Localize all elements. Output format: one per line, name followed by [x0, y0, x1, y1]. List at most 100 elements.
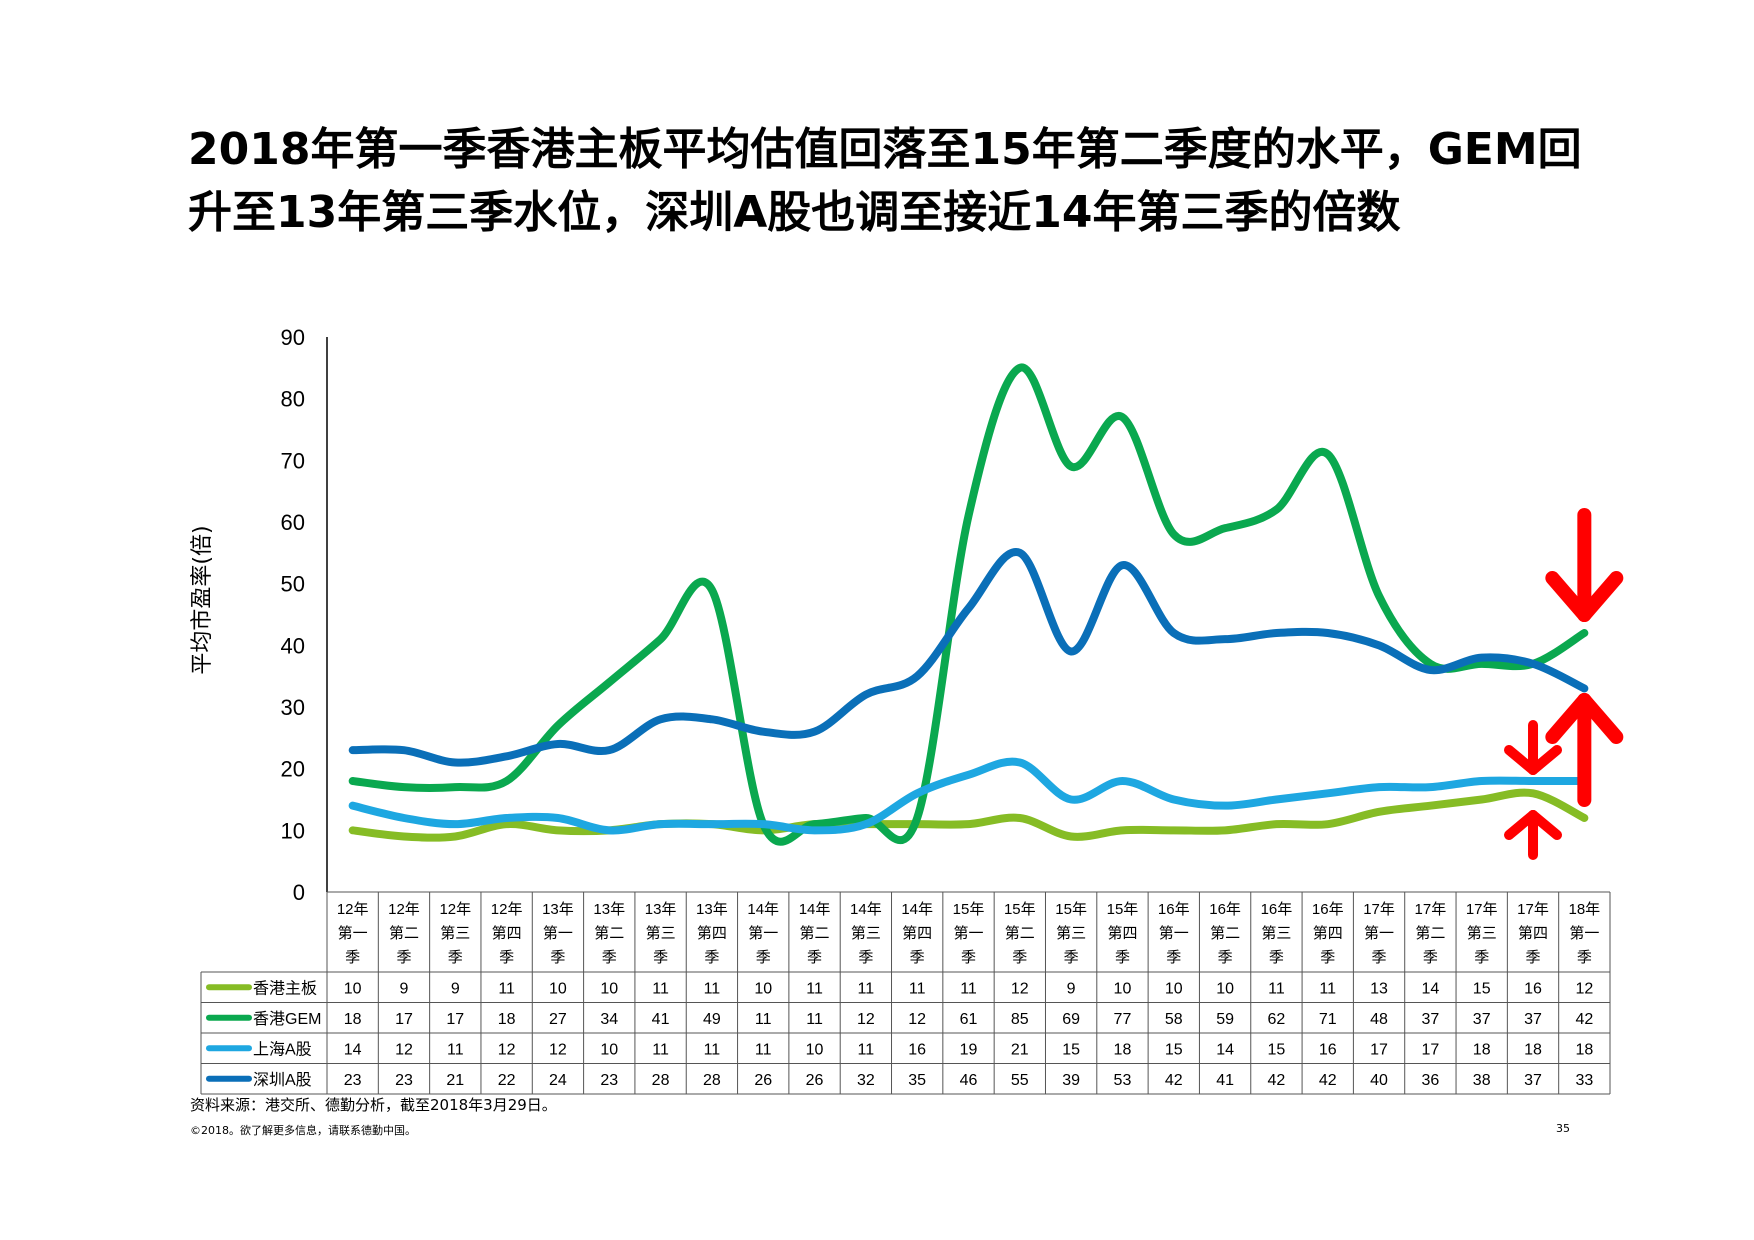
table-cell: 12 — [857, 1011, 875, 1028]
x-tick-label: 季 — [1166, 949, 1181, 966]
x-tick-label: 第四 — [492, 924, 522, 942]
legend-label: 香港主板 — [253, 979, 317, 997]
up-arrow-head-right — [1577, 693, 1624, 744]
x-tick-label: 16年 — [1209, 901, 1241, 918]
x-tick-label: 16年 — [1261, 901, 1293, 918]
table-cell: 14 — [1216, 1041, 1234, 1058]
table-cell: 62 — [1268, 1011, 1286, 1028]
table-cell: 38 — [1473, 1072, 1491, 1089]
table-cell: 11 — [858, 980, 875, 997]
down-arrow-head-right — [1577, 571, 1624, 622]
x-tick-label: 第一 — [1364, 924, 1394, 942]
table-cell: 22 — [498, 1072, 516, 1089]
table-cell: 18 — [1114, 1041, 1132, 1058]
x-tick-label: 15年 — [1004, 901, 1036, 918]
x-tick-label: 15年 — [1055, 901, 1087, 918]
x-tick-label: 季 — [448, 949, 463, 966]
x-tick-label: 第三 — [1467, 924, 1497, 942]
y-tick-label: 70 — [281, 448, 305, 473]
page-number: 35 — [1556, 1122, 1570, 1135]
x-tick-label: 季 — [602, 949, 617, 966]
table-cell: 17 — [395, 1011, 413, 1028]
table-cell: 27 — [549, 1011, 567, 1028]
y-axis: 0 10 20 30 40 50 60 70 80 90 — [281, 325, 328, 905]
table-cell: 11 — [806, 1011, 823, 1028]
x-tick-label: 第四 — [902, 924, 932, 942]
table-cell: 42 — [1319, 1072, 1337, 1089]
x-tick-label: 12年 — [439, 901, 471, 918]
table-cell: 85 — [1011, 1011, 1029, 1028]
x-tick-label: 季 — [961, 949, 976, 966]
small-up-arrow-head-left — [1504, 810, 1539, 840]
x-tick-label: 第三 — [440, 924, 470, 942]
table-cell: 18 — [1473, 1041, 1491, 1058]
table-cell: 69 — [1062, 1011, 1080, 1028]
table-cell: 12 — [549, 1041, 567, 1058]
table-cell: 11 — [806, 980, 823, 997]
table-cell: 46 — [960, 1072, 978, 1089]
x-tick-label: 第三 — [1056, 924, 1086, 942]
table-cell: 15 — [1062, 1041, 1080, 1058]
x-tick-label: 18年 — [1568, 901, 1600, 918]
x-tick-label: 季 — [704, 949, 719, 966]
x-tick-label: 17年 — [1517, 901, 1549, 918]
table-cell: 12 — [395, 1041, 413, 1058]
table-cell: 12 — [1011, 980, 1029, 997]
x-tick-label: 13年 — [645, 901, 677, 918]
table-cell: 37 — [1421, 1011, 1439, 1028]
table-cell: 11 — [704, 1041, 721, 1058]
x-tick-label: 16年 — [1158, 901, 1190, 918]
table-cell: 59 — [1216, 1011, 1234, 1028]
table-cell: 12 — [498, 1041, 516, 1058]
small-down-arrow-head-right — [1528, 745, 1563, 775]
table-cell: 53 — [1114, 1072, 1132, 1089]
table-cell: 16 — [908, 1041, 926, 1058]
x-tick-label: 12年 — [337, 901, 369, 918]
table-cell: 16 — [1319, 1041, 1337, 1058]
page-title: 2018年第一季香港主板平均估值回落至15年第二季度的水平，GEM回升至13年第… — [188, 124, 1582, 238]
x-tick-label: 17年 — [1363, 901, 1395, 918]
x-tick-label: 季 — [653, 949, 668, 966]
x-tick-label: 第三 — [851, 924, 881, 942]
x-tick-label: 季 — [1064, 949, 1079, 966]
table-cell: 12 — [908, 1011, 926, 1028]
x-tick-label: 13年 — [696, 901, 728, 918]
table-cell: 71 — [1319, 1011, 1337, 1028]
table-cell: 26 — [806, 1072, 824, 1089]
up-arrow-head-left — [1545, 693, 1592, 744]
table-cell: 19 — [960, 1041, 978, 1058]
table-cell: 21 — [446, 1072, 464, 1089]
table-cell: 11 — [858, 1041, 875, 1058]
table-cell: 13 — [1370, 980, 1388, 997]
x-tick-label: 第四 — [1107, 924, 1137, 942]
table-cell: 34 — [600, 1011, 618, 1028]
source-note: 资料来源：港交所、德勤分析，截至2018年3月29日。 — [190, 1096, 557, 1114]
x-tick-label: 第四 — [697, 924, 727, 942]
x-tick-label: 第二 — [1005, 924, 1035, 942]
table-cell: 10 — [806, 1041, 824, 1058]
x-tick-label: 季 — [807, 949, 822, 966]
table-cell: 18 — [344, 1011, 362, 1028]
x-tick-label: 14年 — [901, 901, 933, 918]
y-tick-label: 80 — [281, 387, 305, 412]
series-line-0 — [348, 788, 1589, 842]
x-tick-label: 季 — [499, 949, 514, 966]
table-cell: 11 — [755, 1041, 772, 1058]
series-line-1 — [348, 363, 1589, 846]
table-cell: 28 — [703, 1072, 721, 1089]
table-cell: 42 — [1165, 1072, 1183, 1089]
table-cell: 17 — [1421, 1041, 1439, 1058]
table-cell: 58 — [1165, 1011, 1183, 1028]
copyright: ©2018。欲了解更多信息，请联系德勤中国。 — [190, 1124, 416, 1137]
table-cell: 10 — [549, 980, 567, 997]
table-cell: 17 — [1370, 1041, 1388, 1058]
table-cell: 11 — [909, 980, 926, 997]
table-cell: 42 — [1575, 1011, 1593, 1028]
table-cell: 36 — [1421, 1072, 1439, 1089]
table-cell: 61 — [960, 1011, 978, 1028]
table-cell: 55 — [1011, 1072, 1029, 1089]
x-tick-label: 季 — [858, 949, 873, 966]
table-cell: 26 — [754, 1072, 772, 1089]
x-tick-label: 季 — [345, 949, 360, 966]
